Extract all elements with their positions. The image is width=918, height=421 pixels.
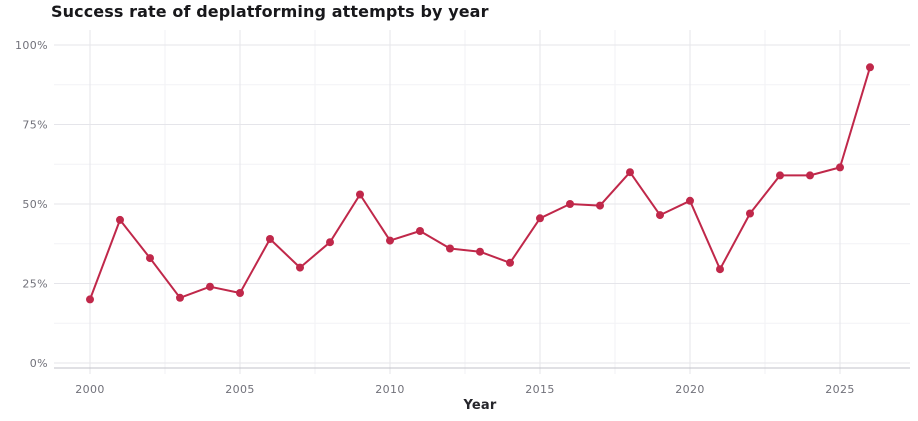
x-tick-label: 2025 — [825, 383, 855, 396]
data-point — [206, 282, 214, 291]
data-point — [686, 196, 694, 205]
x-tick-label: 2005 — [225, 383, 255, 396]
data-point — [596, 201, 604, 210]
y-tick-label: 25% — [22, 277, 48, 290]
data-point — [506, 258, 514, 267]
data-point — [476, 247, 484, 256]
data-point — [656, 211, 664, 220]
y-tick-label: 100% — [15, 39, 48, 52]
chart-title: Success rate of deplatforming attempts b… — [51, 2, 489, 21]
data-point — [536, 214, 544, 223]
x-tick-label: 2015 — [525, 383, 555, 396]
data-point — [86, 295, 94, 304]
y-tick-label: 0% — [30, 357, 48, 370]
x-tick-label: 2010 — [375, 383, 405, 396]
data-point — [236, 289, 244, 297]
data-point — [626, 168, 634, 177]
major-gridlines-layer — [54, 30, 910, 374]
data-point — [806, 171, 814, 180]
data-point — [266, 235, 274, 243]
data-point — [356, 190, 364, 199]
data-point — [866, 63, 874, 72]
data-point — [176, 293, 184, 302]
tick-labels-layer: 0% 25% 50% 75% 100% 2000 2005 2010 2015 2020 2025 — [15, 39, 855, 396]
data-point — [836, 163, 844, 172]
x-tick-label: 2020 — [675, 383, 705, 396]
x-tick-label: 2000 — [75, 383, 105, 396]
data-point — [116, 215, 124, 224]
data-point — [326, 238, 334, 247]
data-point — [746, 209, 754, 218]
data-point — [386, 236, 394, 245]
minor-gridlines-layer — [54, 30, 910, 374]
data-point — [296, 263, 304, 272]
series-line — [89, 66, 871, 301]
data-point — [716, 265, 724, 274]
data-point — [416, 227, 424, 235]
x-axis-title: Year — [462, 398, 496, 413]
data-point — [566, 200, 574, 208]
data-point — [446, 244, 454, 253]
y-tick-label: 50% — [22, 198, 48, 211]
y-tick-label: 75% — [22, 118, 48, 131]
data-point — [776, 171, 784, 180]
data-series-layer — [86, 63, 874, 304]
data-point — [146, 254, 154, 263]
